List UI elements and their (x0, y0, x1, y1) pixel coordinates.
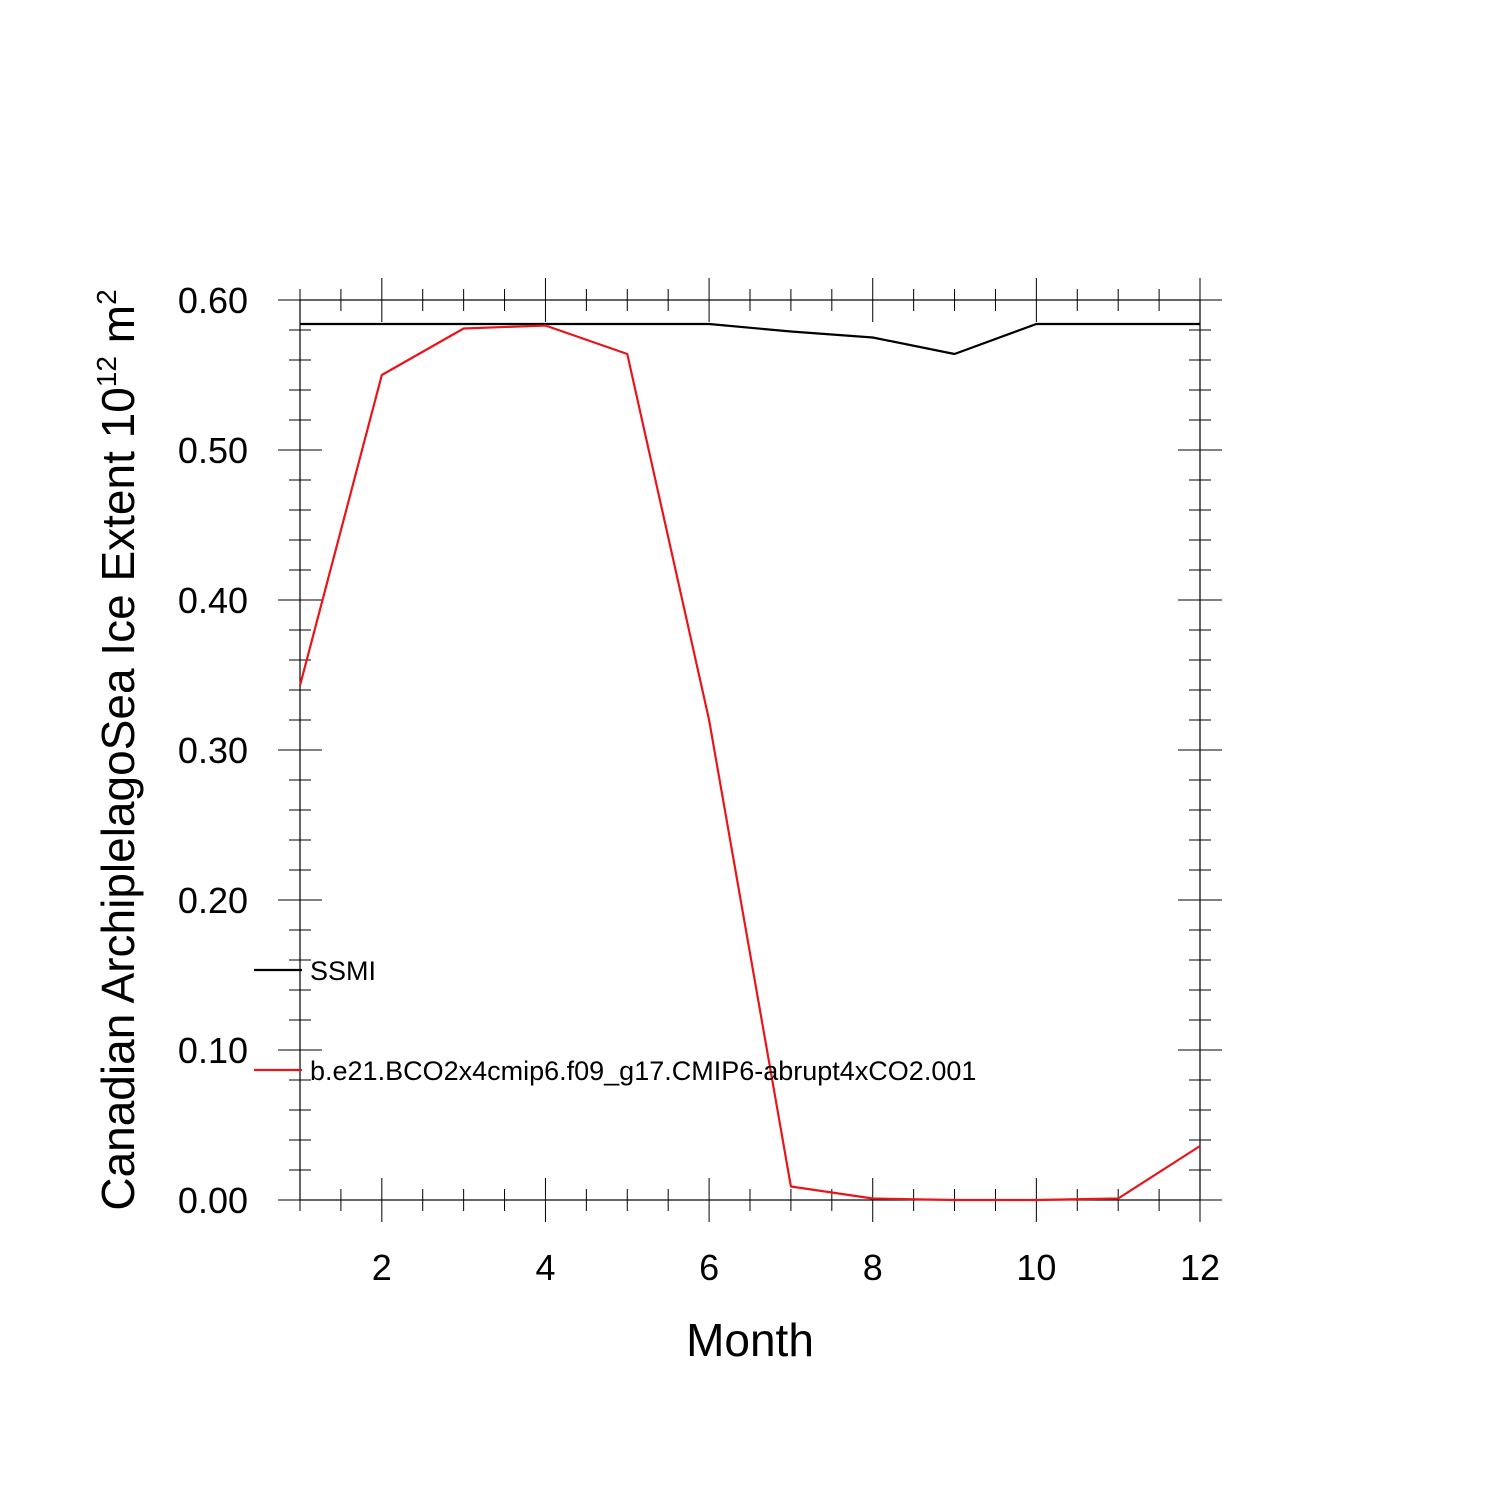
legend-label: b.e21.BCO2x4cmip6.f09_g17.CMIP6-abrupt4x… (310, 1056, 976, 1086)
x-axis-title: Month (686, 1314, 814, 1366)
y-axis-title: Canadian ArchiplelagoSea Ice Extent 1012… (91, 289, 144, 1210)
y-tick-label: 0.40 (178, 580, 248, 621)
y-axis-title-exponent: 12 (91, 356, 122, 387)
y-tick-label: 0.00 (178, 1180, 248, 1221)
plot-frame (299, 299, 1201, 1201)
y-tick-label: 0.30 (178, 730, 248, 771)
x-tick-label: 8 (863, 1247, 883, 1288)
y-axis-title-unit-exponent: 2 (91, 289, 122, 305)
x-tick-label: 12 (1180, 1247, 1220, 1288)
y-axis-title-unit: m (92, 305, 144, 356)
x-tick-label: 2 (372, 1247, 392, 1288)
x-tick-label: 6 (699, 1247, 719, 1288)
series-line-1 (300, 322, 1200, 356)
x-tick-label: 4 (535, 1247, 555, 1288)
legend: SSMI b.e21.BCO2x4cmip6.f09_g17.CMIP6-abru… (254, 956, 976, 1086)
series-line-2 (298, 324, 1201, 1202)
legend-label: SSMI (310, 956, 376, 986)
tick-labels: 2 4 6 8 10 12 0.00 0.10 0.20 0.30 0.40 0.50 0.60 (178, 280, 1220, 1288)
y-axis-title-main: Canadian ArchiplelagoSea Ice Extent 10 (92, 387, 144, 1210)
y-tick-label: 0.20 (178, 880, 248, 921)
y-tick-label: 0.60 (178, 280, 248, 321)
series-layer (298, 322, 1201, 1202)
y-tick-label: 0.10 (178, 1030, 248, 1071)
x-tick-label: 10 (1016, 1247, 1056, 1288)
y-tick-label: 0.50 (178, 430, 248, 471)
